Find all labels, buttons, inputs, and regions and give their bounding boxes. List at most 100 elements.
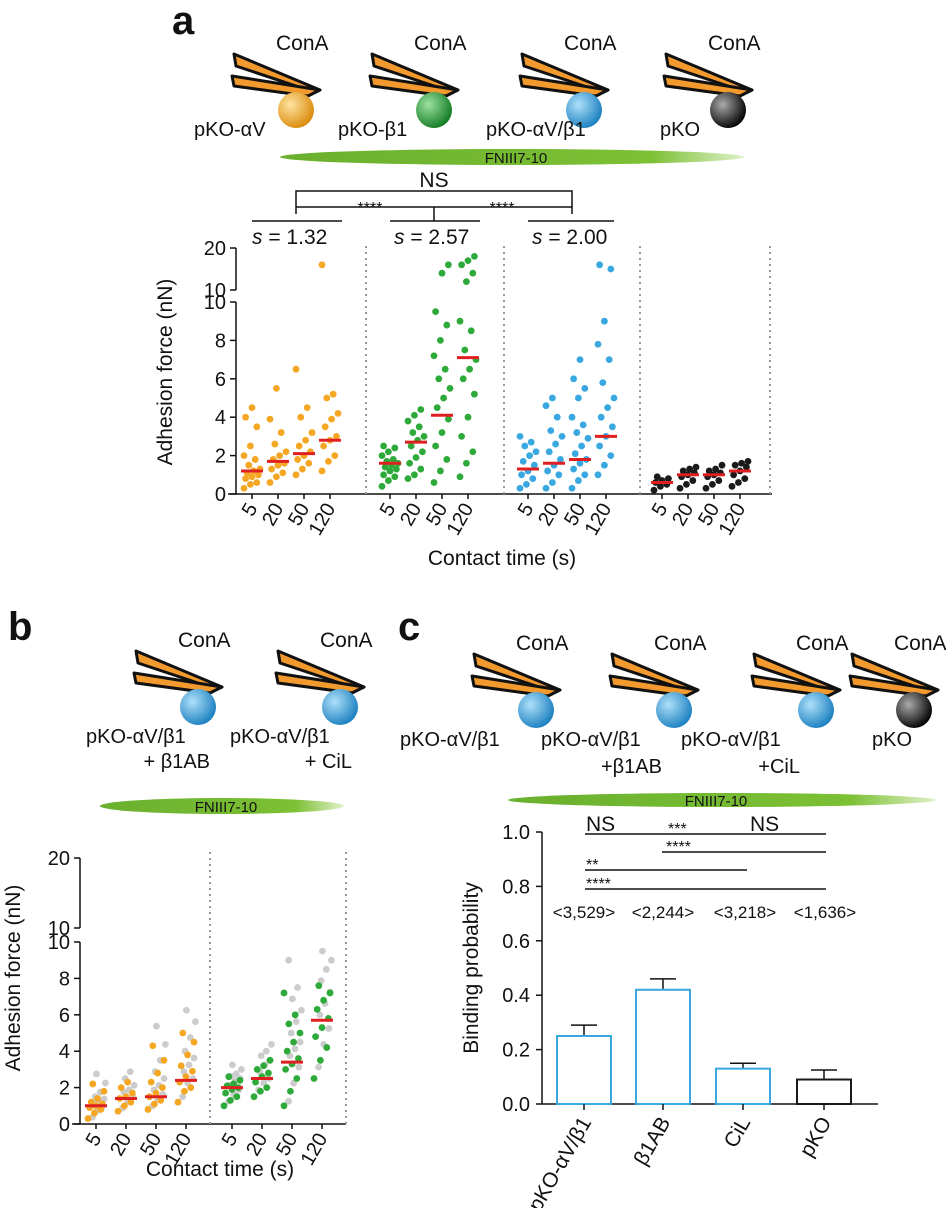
data-point (584, 434, 592, 442)
data-point (266, 1056, 274, 1064)
data-point (248, 404, 256, 411)
y-tick-label: 20 (48, 848, 70, 870)
substrate-c-label: FNIII7-10 (685, 793, 748, 810)
data-point (121, 1102, 128, 1110)
data-point (144, 1106, 152, 1113)
data-point (182, 1073, 190, 1081)
cantilever-arm-lower (368, 74, 460, 98)
data-point (282, 1066, 289, 1073)
y-tick-label: 4 (215, 407, 226, 429)
data-point (411, 471, 418, 479)
data-point (177, 1062, 185, 1070)
data-point (152, 1089, 160, 1097)
data-point (124, 1078, 131, 1086)
data-point (303, 404, 311, 411)
data-point (276, 452, 283, 459)
ghost-point (294, 984, 301, 991)
data-point (253, 1066, 261, 1073)
data-point (329, 390, 337, 398)
cantilever-label: ConA (178, 629, 231, 652)
data-point (469, 269, 477, 277)
panel-a-cell-labels: pKO-αV pKO-β1 pKO-αV/β1 pKO (194, 119, 700, 141)
sig-c-5: ** (586, 857, 598, 874)
ghost-point (316, 1011, 324, 1019)
data-point (273, 385, 280, 392)
x-tick-label: 120 (305, 500, 341, 540)
y-tick-label: 10 (204, 292, 226, 314)
data-point (549, 479, 556, 486)
ghost-point (190, 1054, 198, 1062)
data-point (283, 1047, 291, 1055)
ghost-point (179, 1093, 187, 1101)
slope-a-3-value: = 2.00 (543, 226, 608, 249)
data-point (419, 448, 426, 456)
panel-c: c ConA ConA ConA ConA pKO-αV/β1 pKO-αV/β1 +… (398, 605, 946, 1208)
data-point (296, 1029, 304, 1037)
cell-bead (518, 692, 554, 728)
y-tick-label: 10 (48, 918, 70, 940)
x-tick-label: β1AB (630, 1113, 676, 1169)
slope-a-2-prefix: s (394, 226, 405, 249)
data-point (291, 1011, 299, 1019)
data-point (443, 321, 451, 329)
x-tick-label: 20 (106, 1130, 136, 1160)
data-point (333, 433, 340, 440)
data-point (573, 429, 581, 436)
n-label-3: <3,218> (714, 903, 776, 922)
data-point (443, 456, 451, 463)
ghost-point (153, 1022, 160, 1030)
cantilever-a0: ConA (230, 32, 329, 128)
y-tick-label: 6 (59, 1005, 70, 1027)
data-point (430, 479, 438, 486)
data-point (432, 442, 439, 450)
y-tick-label: 0 (215, 484, 226, 506)
cantilever-a2: ConA (518, 32, 617, 128)
data-point (730, 471, 737, 479)
bar (715, 1067, 771, 1106)
ghost-point (229, 1061, 236, 1069)
data-point (430, 352, 438, 360)
data-point (555, 471, 563, 479)
x-tick-label: 20 (396, 500, 426, 530)
ghost-point (325, 1025, 333, 1032)
data-point (731, 461, 739, 469)
data-point (220, 1102, 228, 1110)
data-point (601, 317, 608, 325)
data-point (391, 473, 399, 481)
data-point (542, 484, 550, 492)
data-point (738, 459, 745, 467)
cell-bead (322, 689, 358, 725)
data-point (187, 1084, 195, 1091)
data-point (328, 415, 335, 423)
panel-b-letter: b (8, 605, 32, 649)
x-tick-label: 120 (581, 500, 617, 540)
data-point (277, 429, 285, 436)
data-point (409, 429, 417, 436)
data-point (516, 433, 524, 440)
panel-c-bar-chart: 0.0 0.2 0.4 0.6 0.8 1.0 Binding probability pKO… (460, 822, 878, 1208)
data-point (578, 442, 585, 450)
cantilever-a3: ConA (662, 32, 761, 128)
cell-label-pko-b1: pKO-β1 (338, 119, 407, 141)
bar (635, 988, 691, 1106)
data-point (607, 452, 615, 459)
data-point (159, 1084, 166, 1091)
data-point (552, 440, 559, 448)
x-tick-label: 5 (218, 1130, 243, 1151)
cantilever-arm-lower (848, 674, 940, 698)
cantilever-c0: ConA (470, 632, 569, 728)
data-point (310, 1075, 318, 1082)
data-point (743, 463, 750, 471)
data-point (464, 413, 472, 421)
sig-c-3: NS (750, 813, 779, 836)
data-point (683, 481, 690, 488)
data-point (412, 454, 420, 461)
cell-bead (798, 692, 834, 728)
data-point (469, 448, 477, 456)
data-point (417, 406, 425, 413)
data-point (692, 463, 700, 471)
cantilever-arm-lower (750, 674, 842, 698)
cantilever-label: ConA (414, 32, 467, 55)
data-point (532, 448, 540, 456)
